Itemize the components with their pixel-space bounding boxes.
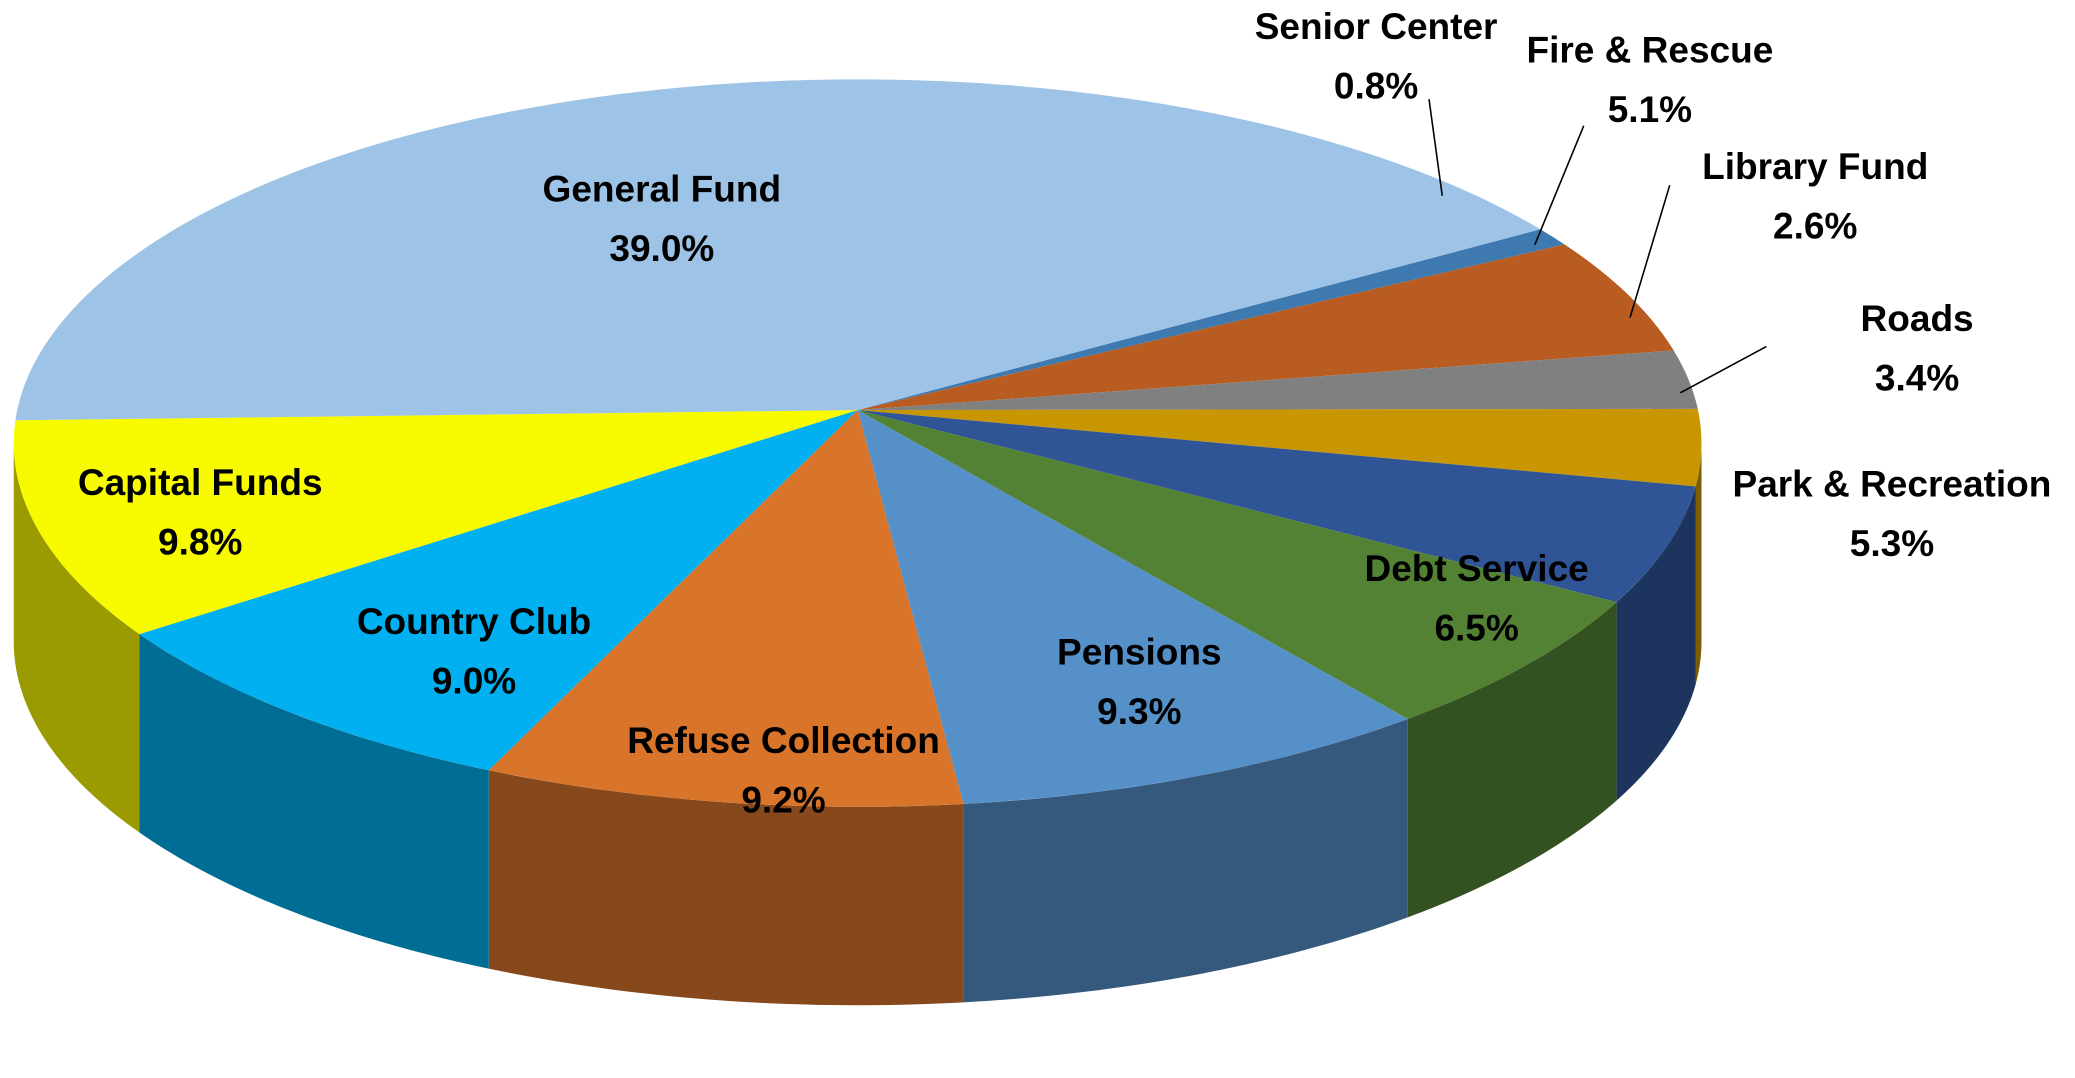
slice-value-label: 9.3% bbox=[1097, 690, 1181, 732]
slice-side bbox=[139, 634, 489, 969]
slice bbox=[15, 79, 1541, 421]
slice bbox=[857, 410, 1696, 603]
slice-label: Refuse Collection bbox=[627, 719, 940, 761]
slice-value-label: 3.4% bbox=[1875, 357, 1959, 399]
slice-label: Debt Service bbox=[1365, 547, 1589, 589]
slice-value-label: 9.8% bbox=[158, 521, 242, 563]
slice-side bbox=[13, 443, 140, 833]
slice-label: Capital Funds bbox=[78, 461, 323, 503]
leader-line bbox=[1679, 345, 1767, 394]
slice-label: Park & Recreation bbox=[1733, 463, 2052, 505]
slice-value-label: 39.0% bbox=[609, 227, 714, 269]
slice-label: General Fund bbox=[543, 168, 782, 210]
slice-value-label: 2.6% bbox=[1773, 205, 1857, 247]
slice bbox=[857, 229, 1565, 411]
slice-side bbox=[488, 770, 964, 1006]
slice bbox=[488, 410, 964, 807]
slice bbox=[857, 350, 1698, 411]
leader-line bbox=[1534, 125, 1585, 246]
leader-line bbox=[1629, 184, 1671, 318]
slice bbox=[857, 244, 1674, 411]
slice-label: Senior Center bbox=[1255, 5, 1498, 47]
slice bbox=[13, 410, 858, 635]
slice-label: Library Fund bbox=[1702, 145, 1928, 187]
slice-label: Fire & Rescue bbox=[1526, 29, 1773, 71]
slice-value-label: 9.2% bbox=[741, 779, 825, 821]
slice-value-label: 5.1% bbox=[1608, 88, 1692, 130]
slice-value-label: 6.5% bbox=[1434, 607, 1518, 649]
slice bbox=[139, 410, 858, 771]
slice-label: Country Club bbox=[357, 600, 591, 642]
leader-line bbox=[1428, 99, 1444, 196]
slice-value-label: 9.0% bbox=[432, 660, 516, 702]
slice-side bbox=[1407, 602, 1617, 918]
slice-side bbox=[1695, 443, 1702, 685]
slice-label: Pensions bbox=[1057, 631, 1222, 673]
slice-side bbox=[963, 718, 1408, 1003]
slice bbox=[857, 408, 1702, 487]
slice-value-label: 0.8% bbox=[1334, 64, 1418, 106]
slice bbox=[857, 410, 1617, 719]
slice-value-label: 5.3% bbox=[1850, 522, 1934, 564]
slice-label: Roads bbox=[1861, 297, 1974, 339]
slice bbox=[857, 410, 1408, 804]
slice-side bbox=[1616, 486, 1696, 801]
